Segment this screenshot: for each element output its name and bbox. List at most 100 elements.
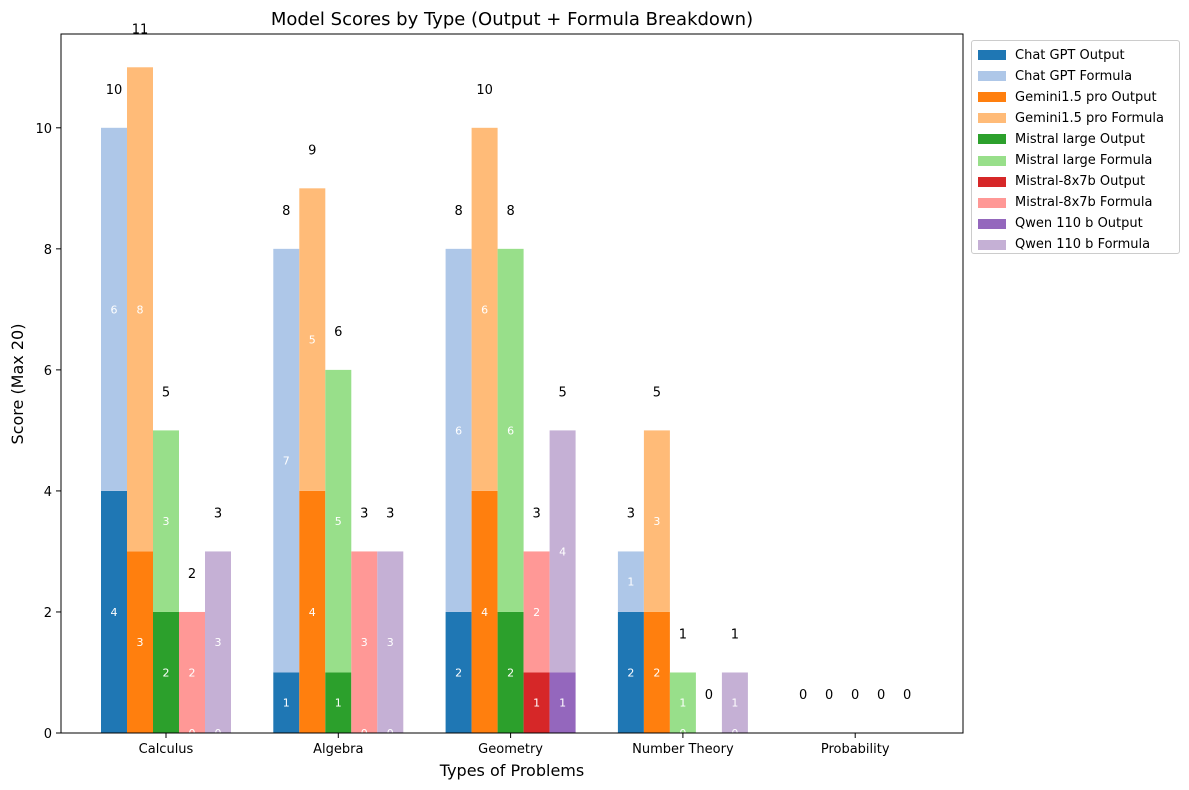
bar-output xyxy=(549,672,576,733)
formula-value-label: 3 xyxy=(163,515,170,528)
bar-output xyxy=(497,611,524,733)
output-value-label: 2 xyxy=(163,666,170,679)
bar-formula xyxy=(497,248,524,612)
bar-output xyxy=(471,490,498,733)
total-value-label: 8 xyxy=(506,204,514,219)
y-tick-label: 10 xyxy=(35,122,52,137)
bar-formula xyxy=(153,430,179,612)
y-tick-label: 0 xyxy=(44,727,52,742)
bar-output xyxy=(299,490,326,733)
bar-formula xyxy=(617,551,644,612)
output-value-label: 2 xyxy=(627,666,634,679)
legend-item: Qwen 110 b Output xyxy=(978,214,1143,234)
total-value-label: 10 xyxy=(106,83,123,98)
total-value-label: 3 xyxy=(386,506,394,521)
bar-output xyxy=(101,490,127,733)
bar-formula xyxy=(205,551,231,733)
x-tick-label: Geometry xyxy=(478,742,543,757)
y-tick-label: 4 xyxy=(44,485,52,500)
bar-formula xyxy=(643,430,670,612)
bar-formula xyxy=(721,672,748,733)
plot-frame xyxy=(60,33,964,734)
bar-formula xyxy=(549,430,576,673)
output-value-label: 1 xyxy=(559,697,566,710)
legend-item: Qwen 110 b Formula xyxy=(978,235,1150,255)
total-value-label: 0 xyxy=(903,688,911,703)
total-value-label: 9 xyxy=(308,143,316,158)
legend-item: Chat GPT Formula xyxy=(978,66,1132,86)
legend-item: Chat GPT Output xyxy=(978,45,1125,65)
bar-formula xyxy=(127,67,153,552)
formula-value-label: 1 xyxy=(731,697,738,710)
y-tick-label: 8 xyxy=(44,243,52,258)
legend-item: Gemini1.5 pro Formula xyxy=(978,108,1164,128)
bar-output xyxy=(617,611,644,733)
output-value-label: 4 xyxy=(111,606,118,619)
total-value-label: 0 xyxy=(799,688,807,703)
bar-formula xyxy=(351,551,378,733)
legend-label: Gemini1.5 pro Output xyxy=(1015,89,1157,105)
legend-swatch xyxy=(978,155,1006,166)
formula-value-label: 8 xyxy=(137,303,144,316)
output-value-label: 4 xyxy=(481,606,488,619)
legend-swatch xyxy=(978,50,1006,60)
output-value-label: 2 xyxy=(653,666,660,679)
legend-label: Mistral-8x7b Formula xyxy=(1015,195,1153,211)
total-value-label: 2 xyxy=(188,567,196,582)
formula-value-label: 2 xyxy=(189,666,196,679)
formula-value-label: 5 xyxy=(309,334,316,347)
output-value-label: 3 xyxy=(137,636,144,649)
bar-output xyxy=(127,551,153,733)
bar-formula xyxy=(325,369,352,673)
formula-value-label: 1 xyxy=(627,576,634,589)
bar-formula xyxy=(299,188,326,491)
total-value-label: 0 xyxy=(705,688,713,703)
chart-legend: Chat GPT Output Chat GPT Formula Gemini1.5… xyxy=(971,40,1180,254)
legend-swatch xyxy=(978,239,1006,250)
output-value-label: 4 xyxy=(309,606,316,619)
total-value-label: 5 xyxy=(558,385,566,400)
legend-item: Mistral-8x7b Formula xyxy=(978,193,1153,213)
x-tick-label: Probability xyxy=(821,742,890,757)
y-tick-label: 6 xyxy=(44,364,52,379)
total-value-label: 8 xyxy=(282,204,290,219)
bar-formula xyxy=(377,551,404,733)
bar-formula xyxy=(471,127,498,491)
bar-output xyxy=(153,611,179,733)
output-value-label: 1 xyxy=(533,697,540,710)
total-value-label: 0 xyxy=(825,688,833,703)
total-value-label: 3 xyxy=(360,506,368,521)
legend-label: Chat GPT Formula xyxy=(1015,68,1133,84)
total-value-label: 3 xyxy=(532,506,540,521)
formula-value-label: 3 xyxy=(653,515,660,528)
chart-title: Model Scores by Type (Output + Formula B… xyxy=(271,9,753,30)
output-value-label: 1 xyxy=(335,697,342,710)
bar-formula xyxy=(179,611,205,733)
x-tick-label: Number Theory xyxy=(632,742,734,757)
legend-label: Gemini1.5 pro Formula xyxy=(1015,110,1164,126)
total-value-label: 10 xyxy=(476,83,493,98)
bar-formula xyxy=(273,248,300,673)
output-value-label: 1 xyxy=(283,697,290,710)
output-value-label: 2 xyxy=(507,666,514,679)
formula-value-label: 3 xyxy=(215,636,222,649)
legend-swatch xyxy=(978,197,1006,208)
legend-swatch xyxy=(978,218,1006,229)
x-tick-label: Algebra xyxy=(313,742,363,757)
total-value-label: 5 xyxy=(653,385,661,400)
formula-value-label: 7 xyxy=(283,455,290,468)
bar-output xyxy=(445,611,472,733)
legend-swatch xyxy=(978,176,1006,187)
legend-item: Mistral large Output xyxy=(978,129,1145,149)
bars-layer xyxy=(101,67,748,733)
x-tick-label: Calculus xyxy=(139,742,194,757)
total-value-label: 0 xyxy=(851,688,859,703)
y-tick-label: 2 xyxy=(44,606,52,621)
bar-formula xyxy=(445,248,472,612)
bar-formula xyxy=(669,672,696,733)
legend-swatch xyxy=(978,71,1006,82)
legend-item: Mistral large Formula xyxy=(978,151,1152,171)
formula-value-label: 5 xyxy=(335,515,342,528)
legend-label: Mistral large Output xyxy=(1015,131,1145,147)
legend-label: Chat GPT Output xyxy=(1015,47,1125,63)
